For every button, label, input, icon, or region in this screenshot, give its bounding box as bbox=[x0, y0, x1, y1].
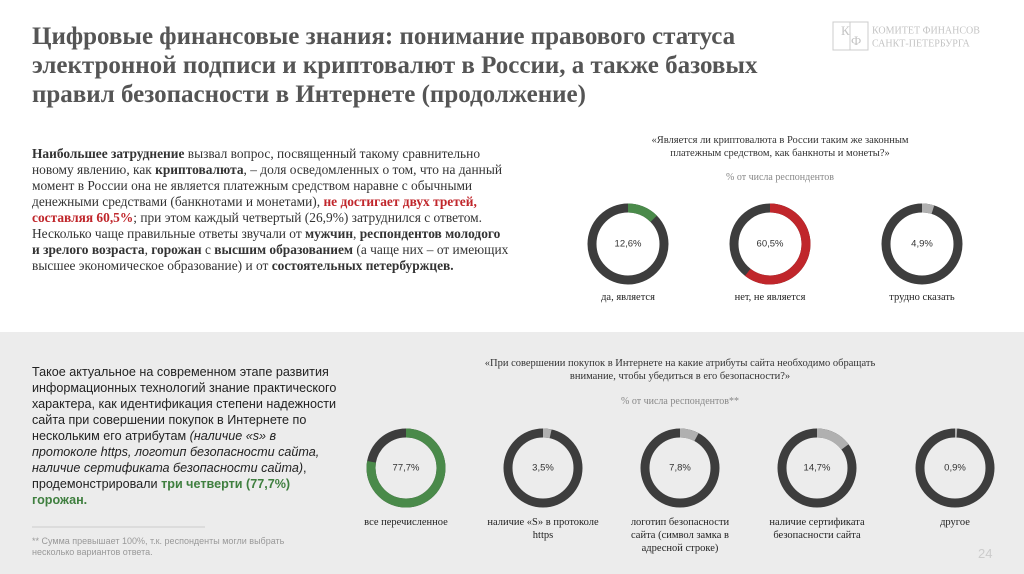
text-run: криптовалюта bbox=[155, 162, 244, 177]
footnote: ** Сумма превышает 100%, т.к. респондент… bbox=[32, 536, 285, 557]
value-label: 3,5% bbox=[532, 463, 554, 474]
category-label: трудно сказать bbox=[889, 292, 955, 303]
category-label: все перечисленное bbox=[364, 517, 448, 528]
page-number: 24 bbox=[978, 546, 993, 561]
text-run: , bbox=[144, 242, 152, 257]
text-run: высшим образованием bbox=[214, 242, 354, 257]
text-run: Такое актуальное на современном этапе ра… bbox=[32, 365, 337, 443]
chart-subtitle: % от числа респондентов** bbox=[621, 396, 739, 407]
donut-segment bbox=[587, 203, 669, 285]
category-label: нет, не является bbox=[734, 292, 806, 303]
logo-letter: К bbox=[841, 23, 850, 38]
logo-text: САНКТ-ПЕТЕРБУРГА bbox=[872, 38, 971, 49]
donut-segment bbox=[881, 203, 963, 285]
category-label: другое bbox=[940, 517, 970, 528]
text-run: (а чаще них – от имеющих высшее экономич… bbox=[32, 242, 509, 273]
chart-title: «Является ли криптовалюта в России таким… bbox=[651, 135, 909, 159]
category-label: да, является bbox=[601, 292, 655, 303]
text-run: мужчин bbox=[305, 226, 354, 241]
donut-segment bbox=[729, 203, 811, 285]
category-label: наличие сертификата безопасности сайта bbox=[769, 517, 865, 541]
text-run: состоятельных петербуржцев. bbox=[271, 258, 454, 273]
paragraph: Такое актуальное на современном этапе ра… bbox=[32, 364, 344, 508]
value-label: 0,9% bbox=[944, 463, 966, 474]
text-run: респондентов молодого и зрелого возраста bbox=[32, 226, 501, 257]
value-label: 12,6% bbox=[615, 239, 642, 250]
chart-subtitle: % от числа респондентов bbox=[726, 172, 834, 183]
value-label: 4,9% bbox=[911, 239, 933, 250]
text-run: , продемонстрировали bbox=[32, 461, 307, 491]
text-run: три четверти (77,7%) горожан. bbox=[32, 477, 291, 507]
slide-title: Цифровые финансовые знания: понимание пр… bbox=[32, 23, 758, 108]
value-label: 60,5% bbox=[757, 239, 784, 250]
category-label: наличие «S» в протоколе https bbox=[487, 517, 599, 541]
text-run: не достигает двух третей, составляя 60,5… bbox=[32, 194, 477, 225]
donut-segment bbox=[503, 428, 583, 508]
value-label: 7,8% bbox=[669, 463, 691, 474]
donut-segment bbox=[366, 428, 446, 508]
logo-letter: Ф bbox=[851, 33, 861, 48]
text-run: (наличие «s» в протоколе https, логотип … bbox=[32, 429, 320, 475]
text-run: ; при этом каждый четвертый (26,9%) затр… bbox=[32, 210, 482, 241]
text-run: , – доля осведомленных о том, что на дан… bbox=[32, 162, 502, 209]
category-label: логотип безопасности сайта (символ замка… bbox=[630, 517, 730, 554]
value-label: 14,7% bbox=[804, 463, 831, 474]
value-label: 77,7% bbox=[393, 463, 420, 474]
text-run: вызвал вопрос, посвященный такому сравни… bbox=[32, 146, 481, 177]
text-run: Наибольшее затруднение bbox=[32, 146, 185, 161]
paragraph: Наибольшее затруднение вызвал вопрос, по… bbox=[32, 146, 510, 274]
text-run: горожан bbox=[151, 242, 202, 257]
logo-text: КОМИТЕТ ФИНАНСОВ bbox=[872, 25, 980, 36]
text-run: с bbox=[201, 242, 215, 257]
donut-segment bbox=[640, 428, 720, 508]
donut-segment bbox=[777, 428, 857, 508]
donut-segment bbox=[915, 428, 995, 508]
chart-title: «При совершении покупок в Интернете на к… bbox=[484, 358, 876, 382]
text-run: , bbox=[353, 226, 360, 241]
